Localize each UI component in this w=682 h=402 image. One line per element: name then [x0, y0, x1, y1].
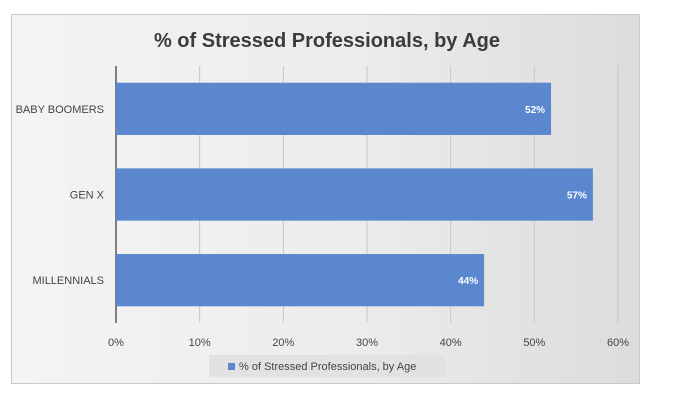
- bar: [116, 254, 485, 307]
- x-tick-label: 30%: [356, 337, 378, 349]
- x-tick-labels: 0% 10% 20% 30% 40% 50% 60%: [108, 337, 629, 349]
- bars: 52% 57% 44%: [116, 82, 593, 307]
- chart-title: % of Stressed Professionals, by Age: [154, 30, 500, 52]
- legend-label: % of Stressed Professionals, by Age: [239, 361, 416, 373]
- x-tick-label: 20%: [272, 337, 294, 349]
- bar-data-label: 52%: [525, 105, 545, 116]
- x-tick-label: 0%: [108, 337, 124, 349]
- category-label: MILLENNIALS: [32, 275, 104, 287]
- x-tick-label: 60%: [607, 337, 629, 349]
- x-tick-label: 50%: [523, 337, 545, 349]
- category-label: BABY BOOMERS: [16, 104, 104, 116]
- bar: [116, 82, 552, 135]
- bar: [116, 168, 593, 221]
- legend-background: [209, 355, 445, 377]
- category-label: GEN X: [70, 190, 105, 202]
- category-labels: BABY BOOMERS GEN X MILLENNIALS: [16, 104, 105, 287]
- x-tick-label: 40%: [440, 337, 462, 349]
- bar-data-label: 44%: [458, 276, 478, 287]
- x-tick-label: 10%: [189, 337, 211, 349]
- legend-swatch: [228, 363, 235, 370]
- bar-data-label: 57%: [567, 191, 587, 202]
- legend: % of Stressed Professionals, by Age: [209, 355, 445, 377]
